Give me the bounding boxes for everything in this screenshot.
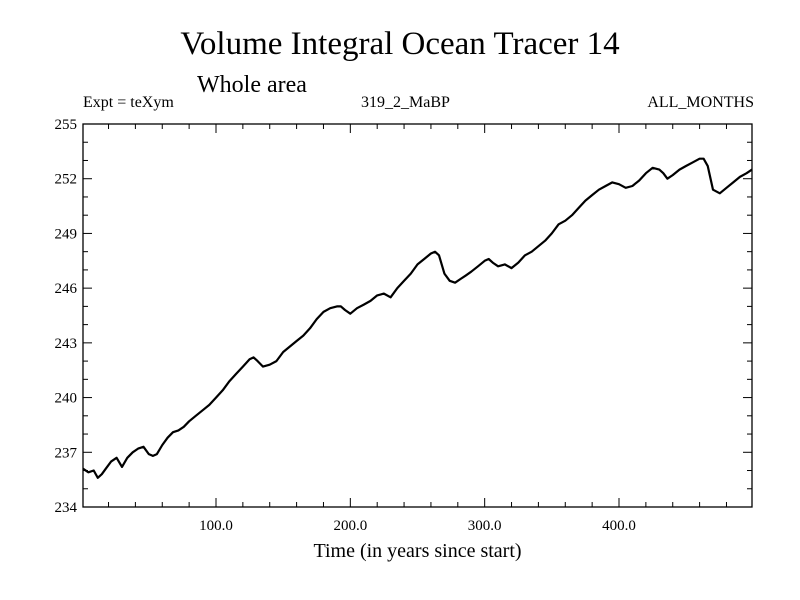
axis-tick-labels: 100.0 200.0 300.0 400.0 234 237 240 243 246 249 25… <box>55 117 636 534</box>
plot-frame <box>82 123 753 508</box>
x-tick-label: 200.0 <box>333 518 367 534</box>
axis-ticks <box>83 124 752 507</box>
x-tick-label: 100.0 <box>199 518 233 534</box>
y-tick-label: 243 <box>55 336 78 352</box>
y-tick-label: 240 <box>55 391 78 407</box>
y-tick-label: 255 <box>55 117 78 133</box>
months-label: ALL_MONTHS <box>647 94 754 111</box>
x-tick-label: 300.0 <box>468 518 502 534</box>
y-tick-label: 237 <box>55 445 78 461</box>
chart-subtitle: Whole area <box>197 72 307 98</box>
y-tick-label: 249 <box>55 226 78 242</box>
series-line <box>82 157 753 479</box>
run-id-label: 319_2_MaBP <box>361 94 450 111</box>
experiment-label: Expt = teXym <box>83 94 174 111</box>
y-tick-label: 234 <box>55 500 78 516</box>
y-tick-label: 246 <box>55 281 78 297</box>
x-tick-label: 400.0 <box>602 518 636 534</box>
chart-title: Volume Integral Ocean Tracer 14 <box>180 26 620 62</box>
x-axis-title: Time (in years since start) <box>313 540 521 562</box>
y-tick-label: 252 <box>55 172 78 188</box>
